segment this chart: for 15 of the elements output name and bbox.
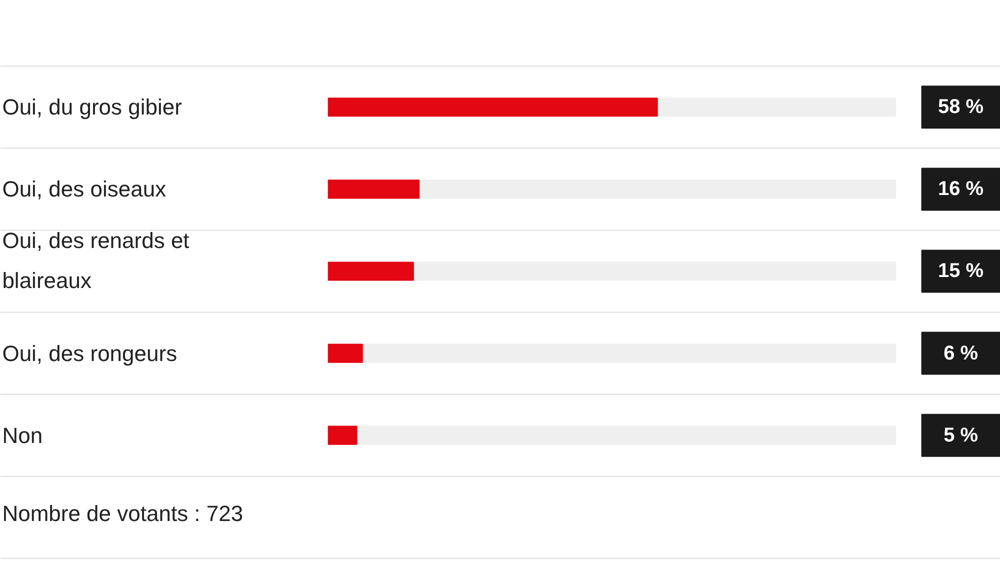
data-label: 15 %	[938, 260, 984, 282]
data-label: 5 %	[944, 424, 978, 446]
bar	[328, 426, 358, 445]
y-tick-label: Oui, du gros gibier	[2, 94, 182, 120]
data-label: 6 %	[944, 342, 978, 364]
text: Nombre de votants : 723	[2, 500, 244, 526]
y-tick-label: Oui, des oiseaux	[2, 176, 166, 202]
y-tick-label: Oui, des renards et blaireaux	[2, 228, 190, 294]
bar	[328, 344, 363, 363]
y-tick-label: Oui, des rongeurs	[2, 340, 178, 366]
bar	[328, 262, 414, 281]
bar	[328, 180, 420, 199]
data-label: 58 %	[938, 96, 984, 118]
data-label: 16 %	[938, 178, 984, 200]
y-tick-label: Non	[2, 422, 43, 448]
